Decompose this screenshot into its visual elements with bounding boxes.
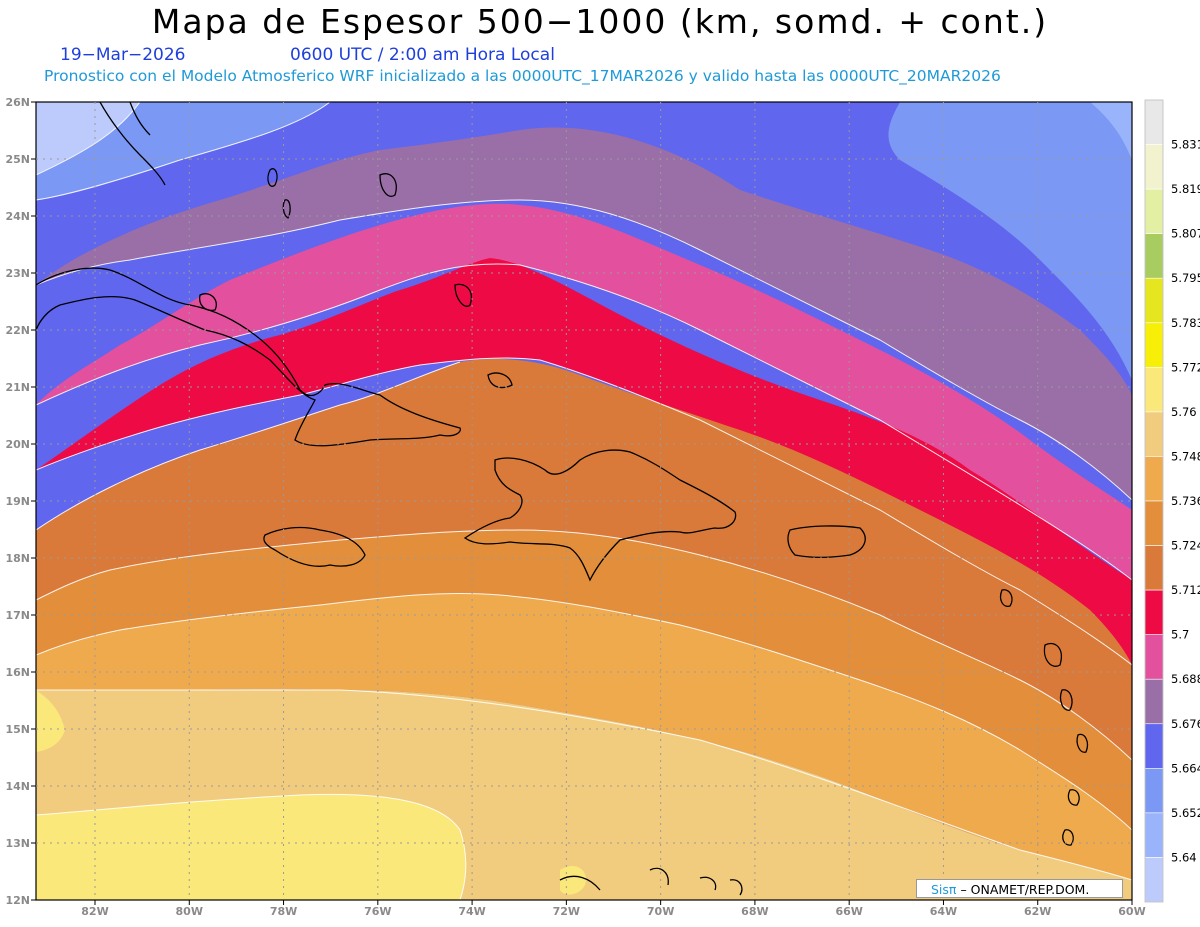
colorbar-swatch — [1144, 545, 1164, 591]
colorbar-swatch — [1144, 500, 1164, 546]
colorbar-level-label: 5.807 — [1171, 227, 1200, 241]
colorbar-swatch — [1144, 322, 1164, 368]
colorbar-level-label: 5.772 — [1171, 360, 1200, 374]
lat-label: 12N — [5, 894, 30, 907]
lat-label: 15N — [5, 723, 30, 736]
lat-label: 14N — [5, 780, 30, 793]
colorbar-level-label: 5.795 — [1171, 271, 1200, 285]
colorbar-swatch — [1144, 411, 1164, 457]
lat-label: 25N — [5, 153, 30, 166]
forecast-subtitle: Pronostico con el Modelo Atmosferico WRF… — [44, 67, 1001, 85]
colorbar-level-label: 5.76 — [1171, 405, 1197, 419]
colorbar-swatch — [1144, 812, 1164, 858]
colorbar-level-label: 5.7 — [1171, 628, 1189, 642]
colorbar-level-label: 5.688 — [1171, 672, 1200, 686]
colorbar-level-label: 5.819 — [1171, 182, 1200, 196]
lon-label: 70W — [647, 905, 674, 918]
colorbar-swatch — [1144, 367, 1164, 413]
colorbar-swatch — [1144, 233, 1164, 279]
colorbar-swatch — [1144, 188, 1164, 234]
lat-label: 13N — [5, 837, 30, 850]
credit-text: – ONAMET/REP.DOM. — [960, 882, 1090, 897]
colorbar-swatch — [1144, 144, 1164, 190]
colorbar-level-label: 5.736 — [1171, 494, 1200, 508]
credit-box: Sisπ – ONAMET/REP.DOM. — [916, 879, 1123, 898]
lat-label: 26N — [5, 96, 30, 109]
colorbar-level-label: 5.664 — [1171, 761, 1200, 775]
lat-label: 20N — [5, 438, 30, 451]
colorbar: 5.831 5.819 5.807 5.795 5.783 5.772 5.76 5.748 5… — [1144, 99, 1200, 903]
lon-label: 66W — [835, 905, 862, 918]
lon-label: 76W — [364, 905, 391, 918]
lat-labels: 26N 25N 24N 23N 22N 21N 20N 19N 18N 17N 16N 15N 14N 1… — [5, 96, 36, 907]
colorbar-swatch — [1144, 277, 1164, 324]
colorbar-level-label: 5.712 — [1171, 583, 1200, 597]
map-grid — [36, 102, 1132, 900]
lat-label: 22N — [5, 324, 30, 337]
forecast-time: 0600 UTC / 2:00 am Hora Local — [290, 45, 555, 65]
lon-label: 64W — [930, 905, 957, 918]
colorbar-level-label: 5.64 — [1171, 850, 1197, 864]
lat-label: 19N — [5, 495, 30, 508]
lat-label: 23N — [5, 267, 30, 280]
colorbar-swatch — [1144, 589, 1164, 635]
lon-label: 68W — [741, 905, 768, 918]
lon-label: 82W — [81, 905, 108, 918]
lon-label: 62W — [1024, 905, 1051, 918]
colorbar-level-label: 5.652 — [1171, 806, 1200, 820]
forecast-date: 19−Mar−2026 — [60, 45, 186, 65]
lon-label: 72W — [553, 905, 580, 918]
lat-label: 17N — [5, 609, 30, 622]
colorbar-level-label: 5.783 — [1171, 316, 1200, 330]
colorbar-level-label: 5.724 — [1171, 539, 1200, 553]
colorbar-swatch — [1144, 768, 1164, 814]
lon-labels: 82W 80W 78W 76W 74W 72W 70W 68W 66W 64W 62W 60W — [81, 900, 1146, 918]
lon-label: 78W — [270, 905, 297, 918]
colorbar-level-label: 5.831 — [1171, 138, 1200, 152]
lat-label: 18N — [5, 552, 30, 565]
colorbar-swatch — [1144, 456, 1164, 502]
lat-label: 21N — [5, 381, 30, 394]
colorbar-swatch — [1144, 723, 1164, 769]
colorbar-level-label: 5.748 — [1171, 449, 1200, 463]
lon-label: 74W — [458, 905, 485, 918]
credit-logo: Sisπ — [931, 882, 957, 897]
lat-label: 24N — [5, 210, 30, 223]
map-title: Mapa de Espesor 500−1000 (km, somd. + co… — [151, 2, 1049, 41]
colorbar-swatch — [1144, 99, 1164, 145]
colorbar-swatch — [1144, 634, 1164, 680]
colorbar-level-label: 5.676 — [1171, 717, 1200, 731]
colorbar-swatch — [1144, 678, 1164, 725]
lon-label: 80W — [176, 905, 203, 918]
coastlines — [36, 102, 1089, 896]
lat-label: 16N — [5, 666, 30, 679]
colorbar-swatch — [1144, 857, 1164, 903]
lon-label: 60W — [1118, 905, 1145, 918]
